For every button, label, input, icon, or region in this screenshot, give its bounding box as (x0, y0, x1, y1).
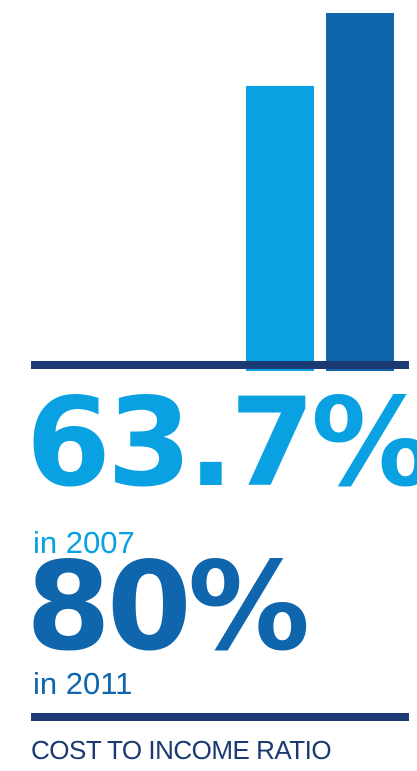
stat-value-2007: 63.7% (26, 372, 417, 514)
bar-2011 (326, 13, 394, 371)
baseline-rule (31, 361, 409, 369)
chart-caption: COST TO INCOME RATIO (31, 735, 332, 765)
bar-2007 (246, 85, 314, 371)
divider-rule (31, 713, 409, 721)
stat-label-2007: in 2007 (33, 525, 135, 560)
stat-label-2011: in 2011 (33, 666, 133, 701)
bar-chart (246, 13, 394, 371)
stat-value-2011: 80% (26, 536, 310, 678)
